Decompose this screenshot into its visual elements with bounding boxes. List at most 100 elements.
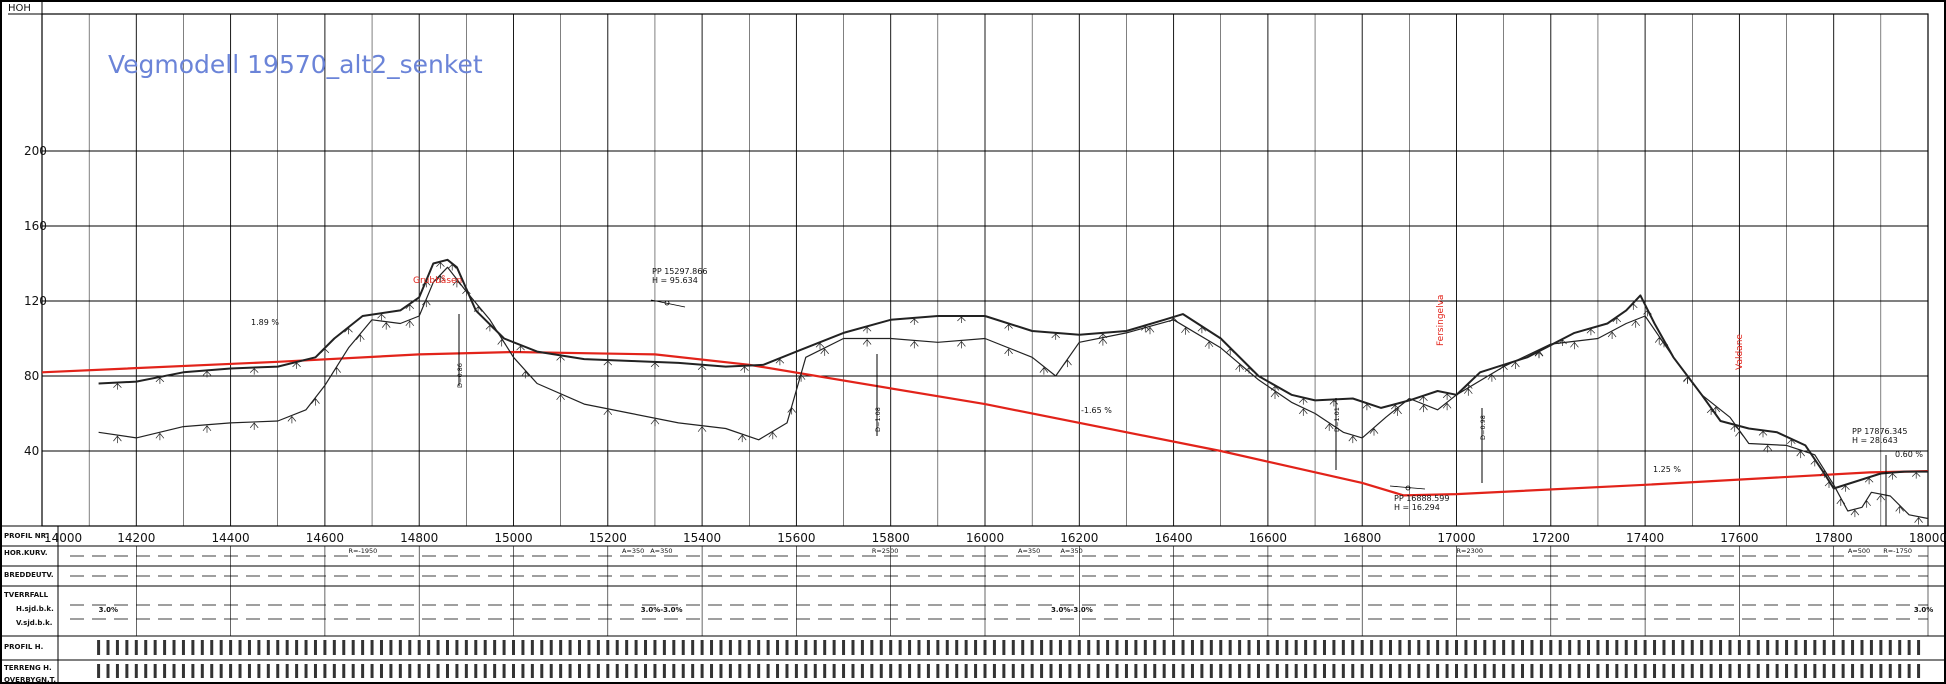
y-axis-label: HOH: [8, 3, 31, 14]
terrain-hatch: [1499, 365, 1508, 372]
terrain-hatch: [113, 435, 122, 444]
terreng-h-value-mark: [1049, 664, 1053, 678]
place-label-fersingelva: Fersingelva: [1436, 295, 1446, 346]
profil-h-value-mark: [568, 640, 572, 655]
profil-h-value-mark: [644, 640, 648, 655]
profil-h-value-mark: [1719, 640, 1723, 655]
terreng-h-value-mark: [1719, 664, 1723, 678]
profil-h-value-mark: [983, 640, 987, 655]
profil-h-value-mark: [662, 640, 666, 655]
profil-h-value-mark: [1879, 640, 1883, 655]
profil-h-value-mark: [559, 640, 563, 655]
terreng-h-value-mark: [672, 664, 676, 678]
profil-h-value-mark: [625, 640, 629, 655]
band-label-tverrfall: TVERRFALL: [4, 591, 49, 599]
profil-h-value-mark: [738, 640, 742, 655]
profil-h-value-mark: [1332, 640, 1336, 655]
profil-h-value-mark: [1341, 640, 1345, 655]
terrain-hatch: [1824, 481, 1834, 488]
terreng-h-value-mark: [1238, 664, 1242, 678]
terrain-hatch: [1888, 473, 1897, 480]
band-label-hor-kurv: HOR.KURV.: [4, 549, 48, 557]
terreng-h-value-mark: [445, 664, 449, 678]
profil-h-value-mark: [361, 640, 365, 655]
terreng-h-value-mark: [200, 664, 204, 678]
terrain-hatch: [1299, 408, 1308, 416]
hor-kurv-value: R=-1750: [1883, 547, 1912, 555]
terreng-h-value-mark: [1888, 664, 1892, 678]
profil-h-value-mark: [266, 640, 270, 655]
terreng-h-value-mark: [502, 664, 506, 678]
terreng-h-value-mark: [257, 664, 261, 678]
terreng-h-value-mark: [295, 664, 299, 678]
terrain-hatch: [452, 279, 462, 288]
profil-h-value-mark: [1785, 640, 1789, 655]
terreng-h-value-mark: [549, 664, 553, 678]
profil-h-value-mark: [860, 640, 864, 655]
profil-h-value-mark: [1398, 640, 1402, 655]
terreng-h-value-mark: [1087, 664, 1091, 678]
terrain-hatch: [202, 370, 212, 378]
profil-h-value-mark: [1294, 640, 1298, 655]
terrain-hatch: [521, 370, 530, 379]
terreng-h-value-mark: [1209, 664, 1213, 678]
pp3-height: H = 28.643: [1852, 436, 1898, 445]
terrain-hatch: [356, 334, 365, 342]
y-tick-labels: 200 160 120 80 40: [24, 144, 47, 458]
terrain-hatch: [1051, 333, 1060, 340]
terreng-h-value-mark: [313, 664, 317, 678]
profil-h-value-mark: [389, 640, 393, 655]
profil-h-value-mark: [257, 640, 261, 655]
terrain-hatch: [862, 338, 872, 347]
terreng-h-value-mark: [700, 664, 704, 678]
terreng-h-value-mark: [351, 664, 355, 678]
terreng-h-value-mark: [304, 664, 308, 678]
terreng-h-value-mark: [493, 664, 497, 678]
profile-series: [41, 258, 1929, 520]
terrain-hatch: [957, 316, 966, 323]
terrain-hatch: [436, 275, 445, 283]
terreng-h-value-mark: [596, 664, 600, 678]
x-tick-label: 15400: [683, 531, 721, 545]
terreng-h-value-mark: [926, 664, 930, 678]
terrain-hatch: [1225, 348, 1235, 355]
terrain-hatch: [1039, 367, 1049, 375]
series-line-terrain-upper: [98, 258, 1928, 490]
terreng-h-value-mark: [710, 664, 714, 678]
terrain-hatch: [405, 320, 415, 328]
terrain-hatch: [1895, 505, 1904, 514]
y-tick-label: 200: [24, 144, 47, 158]
pp2-height: H = 16.294: [1394, 503, 1440, 512]
terreng-h-value-mark: [1096, 664, 1100, 678]
terrain-hatch: [405, 304, 415, 311]
band-label-terreng-h: TERRENG H.: [4, 664, 52, 672]
terreng-h-value-mark: [1106, 664, 1110, 678]
series-line-terrain-lower: [98, 266, 1929, 520]
terreng-h-value-mark: [285, 664, 289, 678]
profil-h-value-mark: [125, 640, 129, 655]
terreng-h-value-mark: [776, 664, 780, 678]
terreng-h-value-mark: [851, 664, 855, 678]
terreng-h-value-mark: [115, 664, 119, 678]
terrain-hatch: [1612, 317, 1622, 324]
profil-h-value-mark: [700, 640, 704, 655]
terreng-h-value-mark: [1851, 664, 1855, 678]
terrain-hatch: [910, 340, 919, 349]
terreng-h-value-mark: [1690, 664, 1694, 678]
terreng-h-value-mark: [662, 664, 666, 678]
grade-label-b: -1.65 %: [1081, 406, 1112, 415]
profil-h-value-mark: [1898, 640, 1902, 655]
terreng-h-value-mark: [1492, 664, 1496, 678]
terrain-hatch: [422, 280, 431, 288]
terrain-hatch: [1534, 350, 1544, 358]
terrain-hatch: [1004, 348, 1013, 356]
profil-h-value-mark: [1766, 640, 1770, 655]
profil-h-value-mark: [1115, 640, 1119, 655]
pp3-station: PP 17876.345: [1852, 427, 1907, 436]
profil-h-value-mark: [521, 640, 525, 655]
terreng-h-value-mark: [1417, 664, 1421, 678]
terreng-h-value-mark: [738, 664, 742, 678]
terreng-h-value-mark: [97, 664, 101, 678]
terreng-h-value-mark: [1483, 664, 1487, 678]
terrain-hatch: [320, 348, 330, 355]
